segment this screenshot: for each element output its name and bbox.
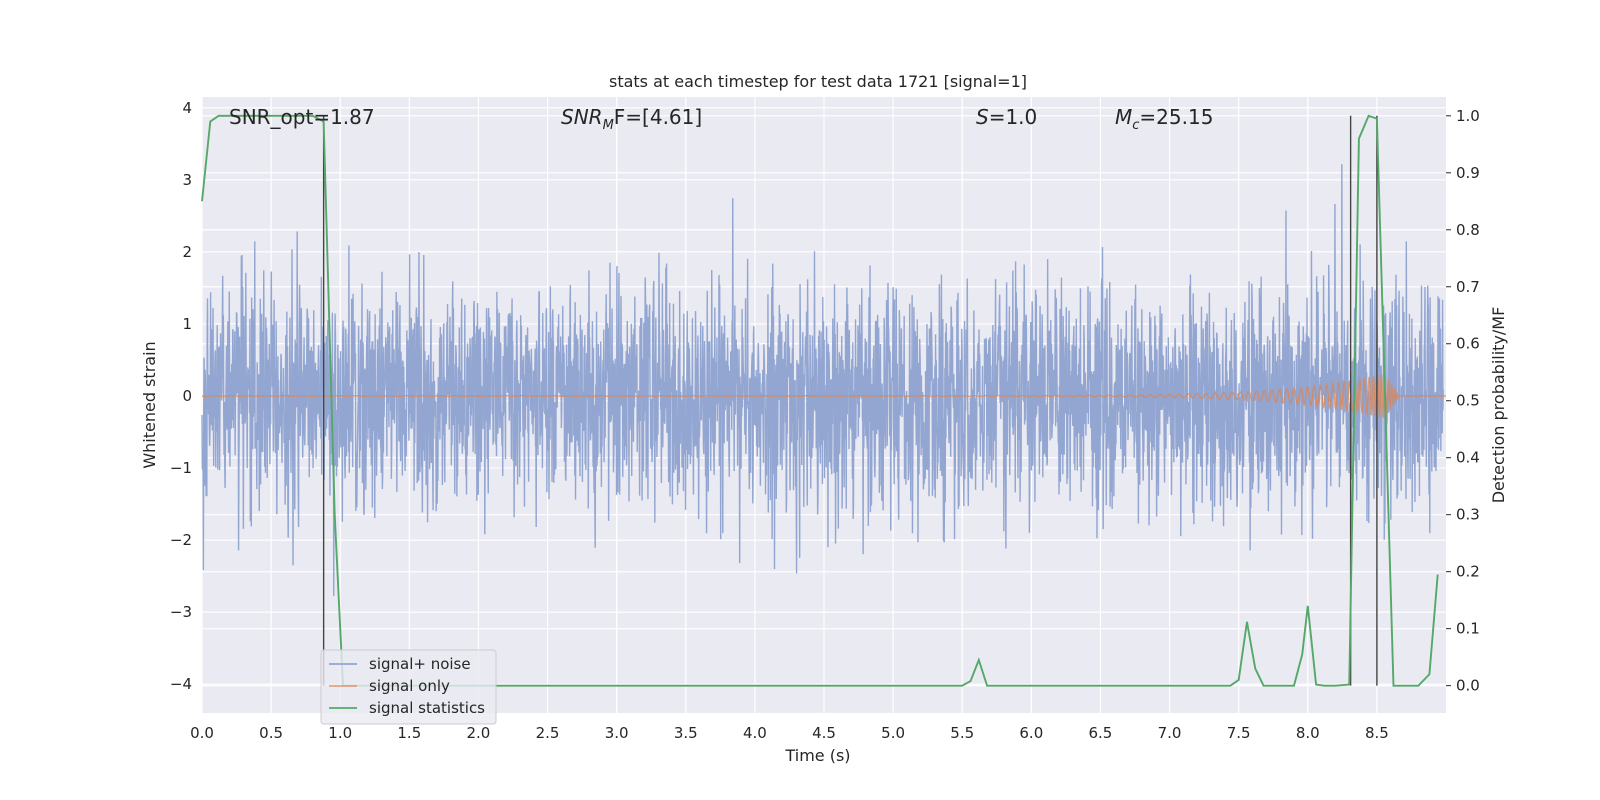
x-tick-label: 2.0 — [467, 724, 491, 742]
y-axis-left-label: Whitened strain — [140, 341, 159, 468]
y-right-tick-label: 1.0 — [1456, 107, 1480, 125]
x-tick-label: 4.5 — [812, 724, 836, 742]
legend-label-signal-noise: signal+ noise — [369, 655, 471, 673]
annotation-snr-mf-base: SNR — [561, 105, 603, 129]
annotation-mc-sub: c — [1132, 118, 1139, 133]
x-tick-label: 3.5 — [674, 724, 698, 742]
y-right-tick-label: 0.9 — [1456, 164, 1480, 182]
signal-only-series — [201, 373, 1447, 419]
y-left-tick-label: 4 — [182, 99, 192, 117]
x-tick-label: 5.5 — [950, 724, 974, 742]
y-right-tick-label: 0.6 — [1456, 335, 1480, 353]
annotation-snr-mf-sub: M — [603, 118, 614, 133]
signal-only-line — [201, 373, 1447, 419]
x-axis-label: Time (s) — [784, 746, 850, 765]
x-tick-label: 1.0 — [328, 724, 352, 742]
x-tick-label: 0.0 — [190, 724, 214, 742]
signal-statistics-series — [201, 114, 1439, 687]
y-left-tick-label: −1 — [170, 459, 192, 477]
x-tick-label: 6.0 — [1019, 724, 1043, 742]
y-left-tick-label: 3 — [182, 171, 192, 189]
y-left-tick-label: −2 — [170, 531, 192, 549]
annotation-s-rest: =1.0 — [989, 105, 1038, 129]
legend-box — [320, 649, 497, 725]
y-right-tick-label: 0.5 — [1456, 392, 1480, 410]
y-left-tick-label: 0 — [182, 387, 192, 405]
x-tick-label: 7.0 — [1158, 724, 1182, 742]
x-tick-label: 8.5 — [1365, 724, 1389, 742]
annotation-s-base: S — [976, 105, 989, 129]
x-tick-label: 1.5 — [397, 724, 421, 742]
chart-title: stats at each timestep for test data 172… — [609, 72, 1027, 91]
annotation-mc-base: M — [1115, 105, 1132, 129]
y-right-tick-label: 0.7 — [1456, 278, 1480, 296]
y-right-tick-label: 0.3 — [1456, 506, 1480, 524]
signal-statistics-line — [201, 114, 1439, 687]
x-tick-label: 3.0 — [605, 724, 629, 742]
legend-label-signal-only: signal only — [369, 677, 450, 695]
annotation-s: S=1.0 — [976, 105, 1037, 129]
annotation-snr-mf: SNRMF=[4.61] — [561, 105, 702, 133]
y-left-tick-label: −3 — [170, 603, 192, 621]
x-tick-label: 4.0 — [743, 724, 767, 742]
x-tick-label: 0.5 — [259, 724, 283, 742]
y-right-tick-label: 0.1 — [1456, 620, 1480, 638]
y-right-tick-label: 0.2 — [1456, 563, 1480, 581]
annotation-mc-rest: =25.15 — [1139, 105, 1213, 129]
annotation-snr-opt: SNR_opt=1.87 — [229, 105, 375, 129]
annotation-mc: Mc=25.15 — [1115, 105, 1213, 133]
x-tick-label: 8.0 — [1296, 724, 1320, 742]
x-tick-label: 5.0 — [881, 724, 905, 742]
legend: signal+ noise signal only signal statist… — [320, 649, 497, 725]
annotation-snr-mf-rest: F=[4.61] — [614, 105, 702, 129]
y-right-tick-label: 0.0 — [1456, 677, 1480, 695]
legend-label-signal-statistics: signal statistics — [369, 699, 485, 717]
x-tick-label: 7.5 — [1227, 724, 1251, 742]
tick-labels: 0.0 0.5 1.0 1.5 2.0 2.5 3.0 3.5 4.0 4.5 5.0 5.5 6.0 6… — [170, 99, 1480, 742]
signal-plus-noise-line — [201, 164, 1444, 597]
y-left-tick-label: −4 — [170, 675, 192, 693]
y-axis-right-label: Detection probability/MF — [1489, 307, 1508, 504]
x-tick-label: 6.5 — [1089, 724, 1113, 742]
y-right-tick-label: 0.4 — [1456, 449, 1480, 467]
y-left-tick-label: 2 — [182, 243, 192, 261]
y-right-tick-label: 0.8 — [1456, 221, 1480, 239]
x-tick-label: 2.5 — [536, 724, 560, 742]
signal-plus-noise-series — [201, 164, 1444, 597]
y-left-tick-label: 1 — [182, 315, 192, 333]
